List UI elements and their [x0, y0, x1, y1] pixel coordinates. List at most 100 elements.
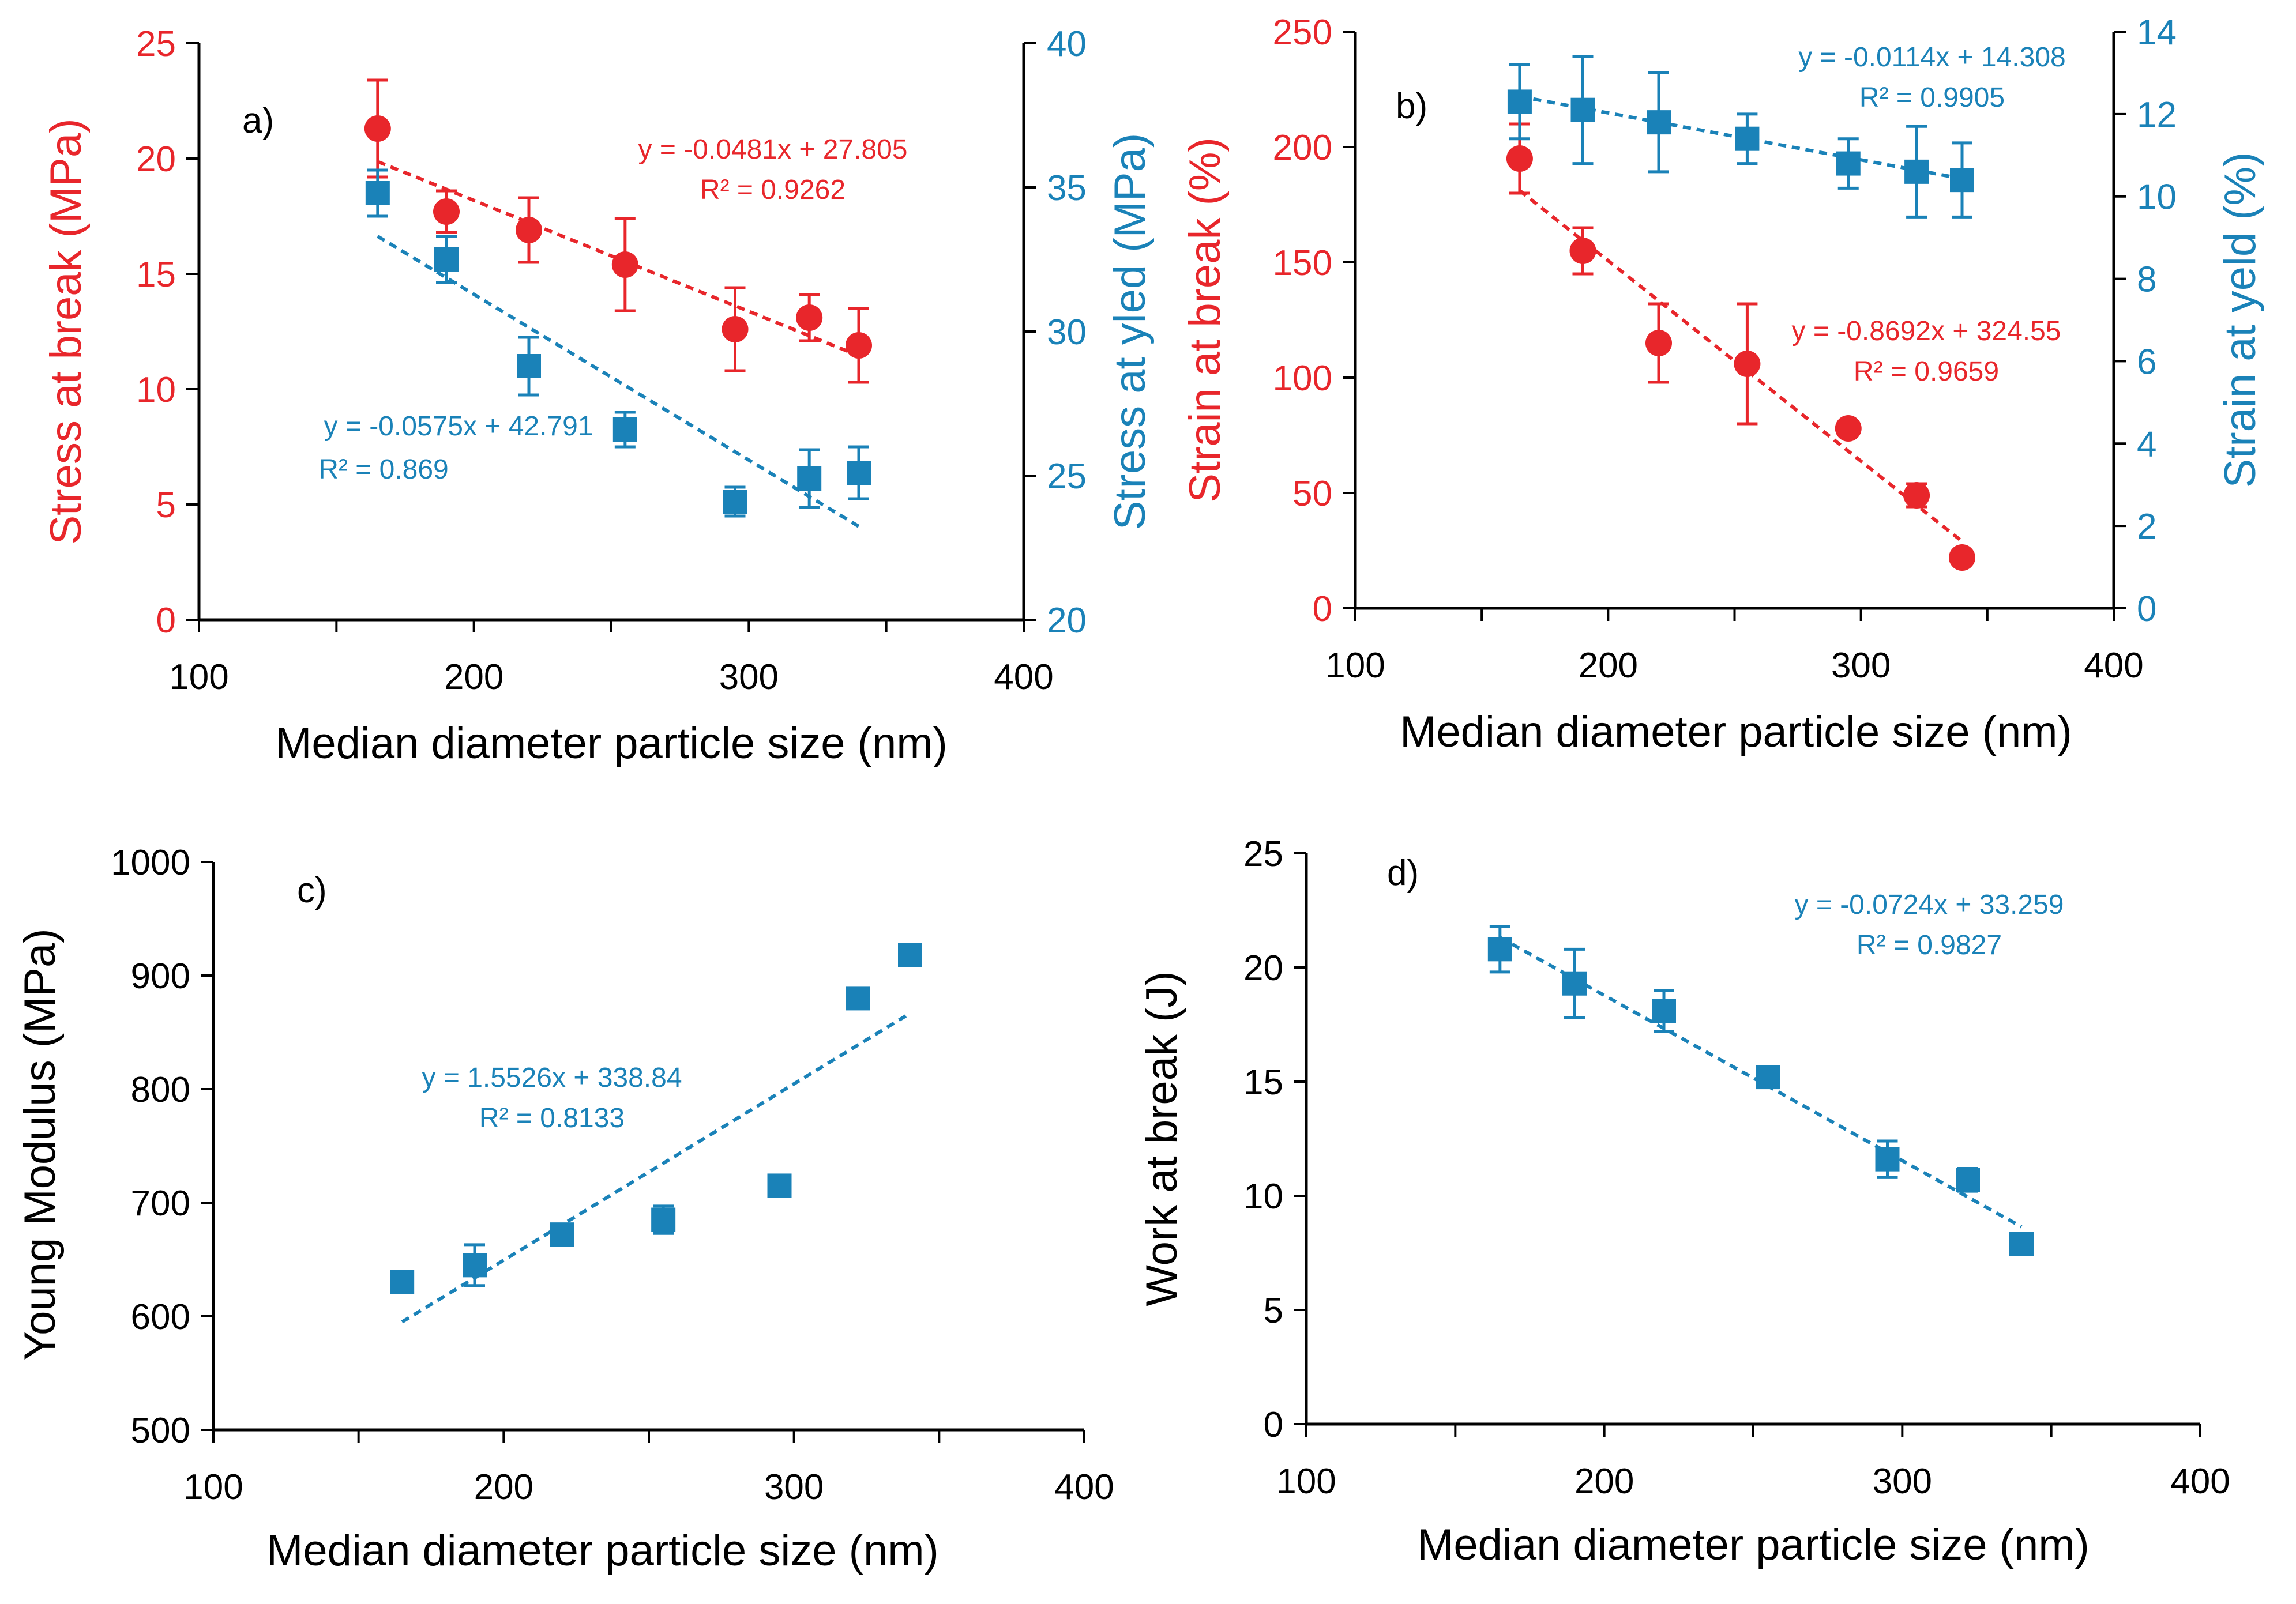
y-left-tick-label: 15 [136, 255, 176, 295]
data-point [846, 986, 870, 1011]
y-axis-left-title: Work at break (J) [1137, 971, 1186, 1306]
data-point [1903, 482, 1930, 509]
panel-label: a) [242, 101, 274, 141]
y-left-tick-label: 50 [1292, 474, 1332, 514]
data-point [1507, 89, 1532, 114]
data-point [846, 332, 872, 359]
y-left-tick-label: 20 [1243, 948, 1283, 988]
data-point [2009, 1232, 2034, 1256]
y-left-tick-label: 20 [136, 140, 176, 179]
data-point [463, 1253, 487, 1278]
data-point [1836, 151, 1861, 176]
y-right-tick-label: 25 [1047, 457, 1087, 496]
data-point [1956, 1168, 1980, 1192]
x-tick-label: 400 [1054, 1467, 1114, 1507]
data-point [1487, 937, 1512, 962]
chart-panel-1: 100 200 300 400 0 5 10 15 20 25 20 25 30 35 40 Median d… [42, 24, 1155, 768]
data-point [433, 198, 460, 225]
data-point [1734, 351, 1761, 377]
y-right-tick-label: 35 [1047, 168, 1087, 208]
y-axis-right-title: Strain at yeld (%) [2216, 152, 2265, 488]
series-stress-at-yled: y = -0.0575x + 42.791 R² = 0.869 [318, 168, 871, 528]
data-point [898, 943, 922, 967]
x-axis-title: Median diameter particle size (nm) [1417, 1520, 2090, 1569]
data-point [1645, 330, 1672, 356]
y-left-tick-label: 10 [1243, 1177, 1283, 1217]
trendline-r-squared: R² = 0.9827 [1857, 930, 2002, 961]
series-strain-at-yeld: y = -0.0114x + 14.308 R² = 0.9905 [1507, 42, 2066, 219]
x-axis-title: Median diameter particle size (nm) [1400, 707, 2072, 756]
series-work-at-break: y = -0.0724x + 33.259 R² = 0.9827 [1487, 890, 2064, 1256]
trendline-equation: y = -0.0724x + 33.259 [1794, 890, 2064, 920]
trendline-equation: y = 1.5526x + 338.84 [422, 1063, 682, 1093]
data-point [1506, 145, 1533, 172]
data-point [1904, 159, 1929, 184]
data-point [1875, 1147, 1900, 1172]
x-tick-label: 100 [169, 657, 228, 697]
y-right-tick-label: 12 [2137, 95, 2177, 135]
x-tick-label: 100 [1325, 646, 1385, 686]
y-axis-left-title: Stress at break (MPa) [42, 118, 91, 544]
y-right-tick-label: 20 [1047, 601, 1087, 641]
x-tick-label: 200 [1579, 646, 1638, 686]
y-right-tick-label: 2 [2137, 507, 2156, 547]
y-axis-left-title: Young Modulus (MPa) [16, 928, 65, 1360]
series-strain-at-break: y = -0.8692x + 324.55 R² = 0.9659 [1506, 122, 2061, 571]
data-point [1570, 97, 1595, 122]
x-tick-label: 300 [1873, 1462, 1932, 1501]
x-tick-label: 100 [1276, 1462, 1336, 1501]
y-left-tick-label: 900 [131, 957, 190, 996]
data-point [722, 316, 749, 342]
data-point [1652, 999, 1676, 1023]
y-left-tick-label: 250 [1273, 13, 1332, 52]
y-left-tick-label: 25 [136, 24, 176, 64]
panel-label: c) [297, 871, 327, 910]
x-tick-label: 300 [719, 657, 779, 697]
y-left-tick-label: 10 [136, 370, 176, 410]
y-right-tick-label: 8 [2137, 260, 2156, 300]
data-point [611, 251, 638, 278]
data-point [723, 490, 747, 514]
trendline [377, 235, 860, 528]
trendline [377, 160, 860, 357]
data-point [1949, 544, 1975, 571]
data-point [1562, 971, 1587, 996]
x-tick-label: 400 [2170, 1462, 2230, 1501]
y-axis-right-title: Stress at yled (MPa) [1106, 133, 1155, 530]
data-point [1569, 238, 1596, 264]
y-right-tick-label: 14 [2137, 13, 2177, 52]
data-point [390, 1270, 415, 1294]
y-left-tick-label: 25 [1243, 834, 1283, 874]
x-tick-label: 400 [994, 657, 1053, 697]
x-tick-label: 300 [764, 1467, 824, 1507]
data-point [550, 1222, 574, 1247]
y-left-tick-label: 15 [1243, 1063, 1283, 1102]
data-point [1835, 415, 1862, 442]
trendline-r-squared: R² = 0.9659 [1854, 356, 1999, 387]
chart-panel-4: 100 200 300 400 0 5 10 15 20 25 Median diameter pa… [1137, 834, 2230, 1569]
y-right-tick-label: 10 [2137, 178, 2177, 217]
y-left-tick-label: 5 [1264, 1291, 1283, 1331]
data-point [516, 217, 542, 243]
y-right-tick-label: 0 [2137, 589, 2156, 629]
data-point [1735, 126, 1760, 151]
y-right-tick-label: 6 [2137, 342, 2156, 382]
data-point [847, 461, 871, 485]
data-point [651, 1207, 676, 1232]
data-point [796, 304, 823, 331]
x-axis-title: Median diameter particle size (nm) [266, 1526, 939, 1575]
x-tick-label: 400 [2084, 646, 2143, 686]
x-tick-label: 200 [444, 657, 503, 697]
data-point [364, 115, 391, 142]
x-tick-label: 200 [474, 1467, 533, 1507]
trendline-r-squared: R² = 0.8133 [479, 1103, 625, 1134]
trendline-equation: y = -0.8692x + 324.55 [1791, 316, 2061, 347]
y-right-tick-label: 40 [1047, 24, 1087, 64]
y-left-tick-label: 0 [1264, 1405, 1283, 1445]
data-point [767, 1173, 792, 1198]
trendline-equation: y = -0.0114x + 14.308 [1798, 42, 2065, 73]
y-left-tick-label: 1000 [111, 843, 190, 883]
trendline-r-squared: R² = 0.9262 [700, 175, 846, 205]
series-young-modulus: y = 1.5526x + 338.84 R² = 0.8133 [390, 943, 922, 1324]
